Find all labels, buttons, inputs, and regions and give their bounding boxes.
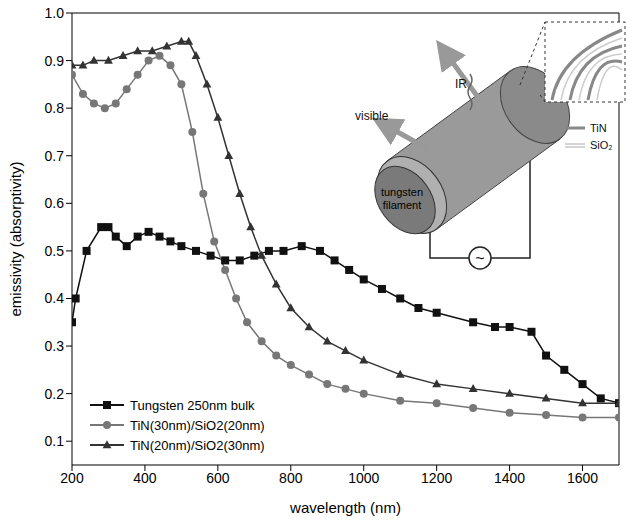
svg-text:filament: filament <box>383 199 422 211</box>
svg-text:0.8: 0.8 <box>45 100 65 116</box>
svg-text:1600: 1600 <box>567 470 598 486</box>
svg-text:TiN: TiN <box>590 122 607 134</box>
html-text:TiN(20nm)/SiO2(30nm): TiN(20nm)/SiO2(30nm) <box>130 437 265 453</box>
svg-text:tungsten: tungsten <box>381 186 423 198</box>
svg-text:200: 200 <box>60 470 84 486</box>
svg-text:0.3: 0.3 <box>45 338 65 354</box>
svg-text:1.0: 1.0 <box>45 5 65 21</box>
svg-text:SiO₂: SiO₂ <box>590 139 613 151</box>
svg-text:400: 400 <box>133 470 157 486</box>
svg-text:emissivity (absorptivity): emissivity (absorptivity) <box>7 161 24 316</box>
svg-text:visible: visible <box>355 109 389 123</box>
html-text:Tungsten 250nm bulk: Tungsten 250nm bulk <box>130 397 255 413</box>
svg-text:0.1: 0.1 <box>45 433 65 449</box>
svg-text:600: 600 <box>206 470 230 486</box>
svg-text:0.9: 0.9 <box>45 53 65 69</box>
svg-text:1000: 1000 <box>348 470 379 486</box>
svg-text:0.6: 0.6 <box>45 195 65 211</box>
svg-text:1200: 1200 <box>421 470 452 486</box>
svg-text:~: ~ <box>475 250 484 267</box>
svg-text:1400: 1400 <box>494 470 525 486</box>
svg-text:0.4: 0.4 <box>45 290 65 306</box>
svg-text:0.7: 0.7 <box>45 148 65 164</box>
svg-text:IR: IR <box>455 77 467 91</box>
svg-text:wavelength (nm): wavelength (nm) <box>289 499 401 516</box>
html-text:TiN(30nm)/SiO2(20nm): TiN(30nm)/SiO2(20nm) <box>130 417 265 433</box>
svg-text:0.5: 0.5 <box>45 243 65 259</box>
svg-text:800: 800 <box>279 470 303 486</box>
svg-text:0.2: 0.2 <box>45 386 65 402</box>
